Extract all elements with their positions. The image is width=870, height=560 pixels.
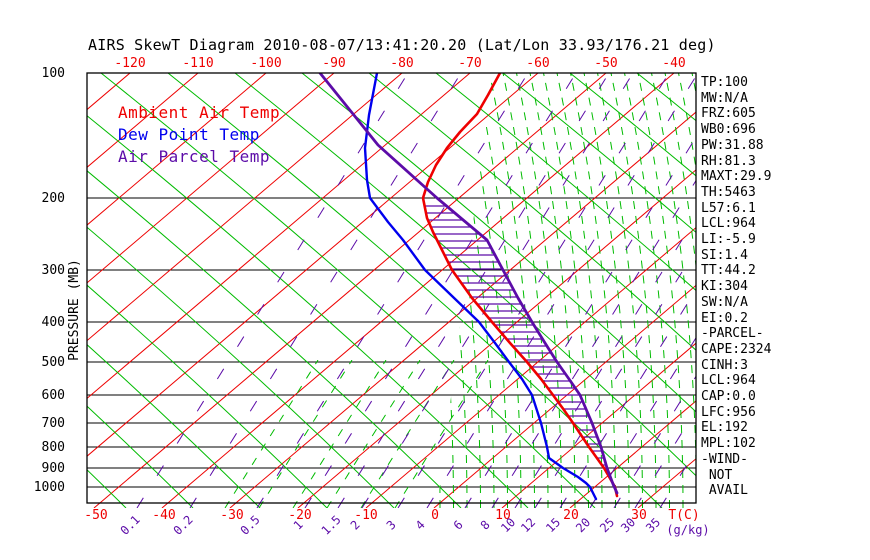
pressure-tick-label: 200 <box>42 191 65 206</box>
bottom-temp-tick-label: -50 <box>84 508 107 523</box>
legend-item-parcel: Air Parcel Temp <box>118 147 270 166</box>
mixing-ratio-tick-label: 4 <box>413 518 428 533</box>
stat-line: LCL:964 <box>701 216 756 232</box>
top-temp-tick-label: -70 <box>458 56 481 71</box>
stat-line: MPL:102 <box>701 436 756 452</box>
bottom-temp-tick-label: -40 <box>152 508 175 523</box>
ambient-curve <box>421 73 619 498</box>
plot-area <box>87 73 696 508</box>
stat-line: L57:6.1 <box>701 200 756 216</box>
pressure-tick-label: 1000 <box>34 480 65 495</box>
legend: Ambient Air Temp Dew Point Temp Air Parc… <box>118 102 280 168</box>
cape-hatch-area <box>424 205 609 473</box>
stat-line: LFC:956 <box>701 404 756 420</box>
pressure-tick-label: 800 <box>42 440 65 455</box>
pressure-axis-title: PRESSURE (MB) <box>67 259 82 361</box>
pressure-tick-label: 900 <box>42 461 65 476</box>
top-temp-tick-label: -40 <box>662 56 685 71</box>
stat-line: KI:304 <box>701 279 748 295</box>
stat-line: CAP:0.0 <box>701 389 756 405</box>
stat-line: LI:-5.9 <box>701 232 756 248</box>
stat-line: CAPE:2324 <box>701 341 772 357</box>
pressure-tick-label: 700 <box>42 416 65 431</box>
pressure-tick-label: 600 <box>42 388 65 403</box>
stat-line: TP:100 <box>701 75 748 90</box>
stat-line: RH:81.3 <box>701 153 756 169</box>
top-temp-tick-label: -60 <box>526 56 549 71</box>
sounding-stats-column: TP:100 MW:N/A FRZ:605 WB0:696 PW:31.88 RH:81.… <box>701 75 771 499</box>
stat-line: TT:44.2 <box>701 263 756 279</box>
mixing-ratio-tick-label: 3 <box>384 518 399 533</box>
pressure-tick-label: 500 <box>42 355 65 370</box>
legend-item-ambient: Ambient Air Temp <box>118 103 281 122</box>
pressure-tick-label: 300 <box>42 263 65 278</box>
stat-line: SW:N/A <box>701 294 748 310</box>
pressure-tick-label: 400 <box>42 315 65 330</box>
stat-line: TH:5463 <box>701 184 756 200</box>
parcel-curve <box>318 73 619 495</box>
bottom-temp-tick-label: -10 <box>354 508 377 523</box>
mixing-ratio-tick-label: 8 <box>478 518 493 533</box>
mixing-ratio-tick-label: 15 <box>543 515 563 535</box>
stat-line: -PARCEL- <box>701 326 764 342</box>
pressure-tick-label: 100 <box>42 66 65 81</box>
bottom-temp-tick-label: 20 <box>563 508 579 523</box>
stat-line: EL:192 <box>701 420 748 436</box>
bottom-temp-tick-label: -20 <box>288 508 311 523</box>
stat-line: AVAIL <box>701 483 748 499</box>
mixing-ratio-tick-label: 12 <box>518 515 538 535</box>
stat-line: EI:0.2 <box>701 310 748 326</box>
top-temp-tick-label: -90 <box>322 56 345 71</box>
mixing-ratio-tick-label: 1.5 <box>319 513 344 538</box>
stat-line: NOT <box>701 467 733 483</box>
stat-line: LCL:964 <box>701 373 756 389</box>
legend-item-dewpoint: Dew Point Temp <box>118 125 260 144</box>
page-title: AIRS SkewT Diagram 2010-08-07/13:41:20.2… <box>88 36 716 54</box>
top-temp-tick-label: -80 <box>390 56 413 71</box>
stat-line: CINH:3 <box>701 357 748 373</box>
plot-border <box>86 72 697 504</box>
mixing-ratio-tick-label: 25 <box>597 515 617 535</box>
top-temp-tick-label: -100 <box>250 56 281 71</box>
stat-line: MW:N/A <box>701 90 748 106</box>
mixing-axis-title: (g/kg) <box>666 523 709 537</box>
axis-labels: -120 -110 -100 -90 -80 -70 -60 -50 -40-50 -40 -30-… <box>34 56 710 538</box>
stat-line: MAXT:29.9 <box>701 169 772 185</box>
top-temp-tick-label: -120 <box>114 56 145 71</box>
cold-moist-segments <box>224 360 489 508</box>
temp-axis-title: T(C) <box>668 508 699 523</box>
mixing-ratio-tick-label: 0.1 <box>118 513 143 538</box>
stat-line: WB0:696 <box>701 122 756 138</box>
bottom-temp-tick-label: 30 <box>631 508 647 523</box>
stat-line: FRZ:605 <box>701 106 756 122</box>
mixing-ratio-tick-label: 6 <box>451 518 466 533</box>
stat-line: PW:31.88 <box>701 137 764 153</box>
stat-line: SI:1.4 <box>701 247 748 263</box>
top-temp-tick-label: -50 <box>594 56 617 71</box>
bottom-temp-tick-label: 0 <box>431 508 439 523</box>
bottom-temp-tick-label: 10 <box>495 508 511 523</box>
top-temp-tick-label: -110 <box>182 56 213 71</box>
bottom-temp-tick-label: -30 <box>220 508 243 523</box>
stat-line: -WIND- <box>701 451 748 467</box>
dewpoint-curve <box>363 73 598 501</box>
